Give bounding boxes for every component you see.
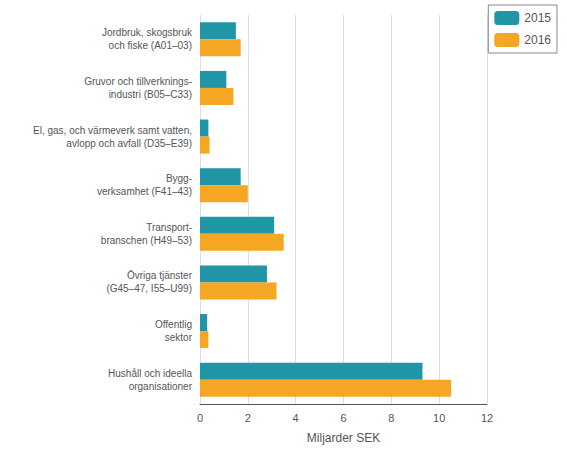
svg-text:12: 12 [481, 412, 493, 424]
svg-text:0: 0 [197, 412, 203, 424]
svg-text:10: 10 [433, 412, 445, 424]
svg-text:Jordbruk, skogsbruk: Jordbruk, skogsbruk [102, 27, 193, 38]
svg-text:2016: 2016 [524, 33, 551, 47]
svg-text:4: 4 [293, 412, 299, 424]
svg-text:(G45–47, I55–U99): (G45–47, I55–U99) [106, 283, 192, 294]
svg-text:Övriga tjänster: Övriga tjänster [127, 270, 193, 281]
svg-text:Hushåll och ideella: Hushåll och ideella [108, 368, 192, 379]
svg-text:El, gas, och värmeverk samt va: El, gas, och värmeverk samt vatten, [33, 125, 192, 136]
svg-text:och fiske (A01–03): och fiske (A01–03) [109, 40, 192, 51]
svg-text:6: 6 [340, 412, 346, 424]
svg-text:organisationer: organisationer [129, 381, 193, 392]
svg-text:Miljarder SEK: Miljarder SEK [307, 431, 380, 445]
svg-text:avlopp och avfall (D35–E39): avlopp och avfall (D35–E39) [66, 138, 192, 149]
svg-text:8: 8 [388, 412, 394, 424]
svg-text:industri (B05–C33): industri (B05–C33) [109, 89, 192, 100]
svg-text:branschen (H49–53): branschen (H49–53) [101, 235, 192, 246]
svg-text:Transport-: Transport- [146, 222, 192, 233]
svg-text:2015: 2015 [524, 11, 551, 25]
svg-text:Bygg-: Bygg- [166, 173, 192, 184]
svg-text:sektor: sektor [165, 332, 193, 343]
svg-text:Gruvor och tillverknings-: Gruvor och tillverknings- [84, 76, 192, 87]
svg-text:Offentlig: Offentlig [155, 319, 192, 330]
svg-text:verksamhet (F41–43): verksamhet (F41–43) [97, 186, 192, 197]
svg-text:2: 2 [245, 412, 251, 424]
